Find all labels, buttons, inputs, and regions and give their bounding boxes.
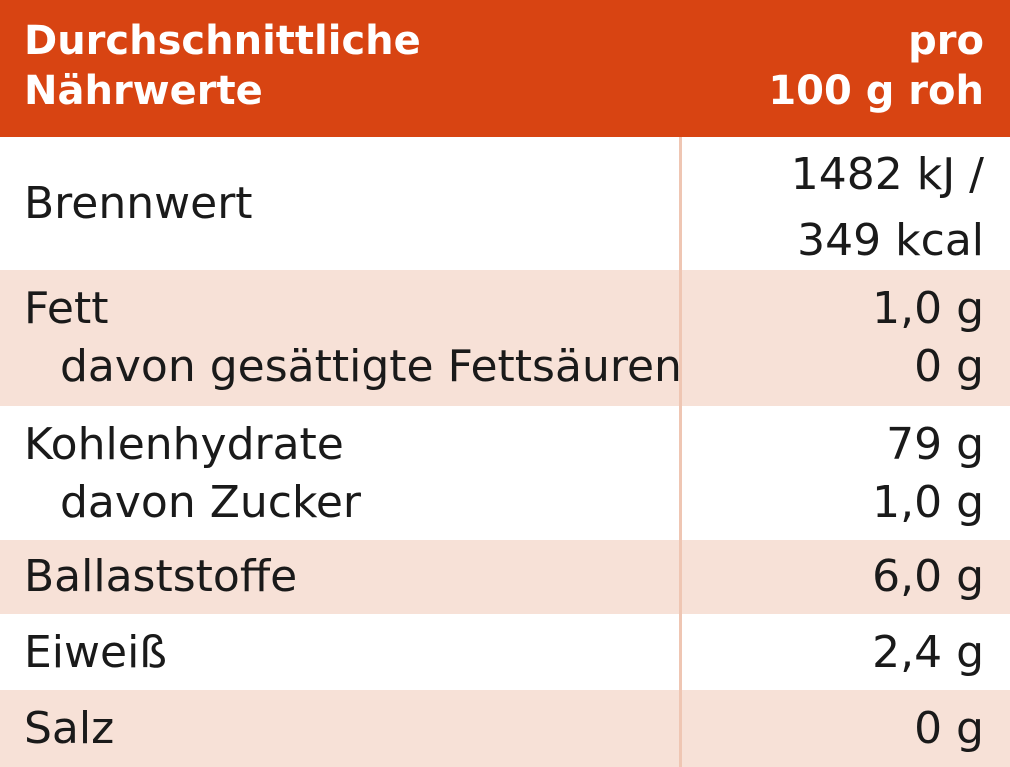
row-sub-value: 0 g	[914, 341, 984, 392]
header-title: Durchschnittliche Nährwerte	[24, 16, 421, 116]
row-label: Brennwert	[24, 178, 253, 229]
row-label-group: Kohlenhydrate davon Zucker	[24, 416, 361, 532]
row-sub-label: davon gesättigte Fettsäuren	[60, 341, 682, 392]
row-value-group: 1,0 g 0 g	[872, 280, 984, 396]
row-value: 6,0 g	[872, 551, 984, 602]
row-fett: Fett davon gesättigte Fettsäuren 1,0 g 0…	[0, 270, 1010, 406]
row-label: Eiweiß	[24, 627, 168, 678]
row-label: Fett	[24, 283, 109, 334]
row-value: 2,4 g	[872, 627, 984, 678]
table-header: Durchschnittliche Nährwerte pro 100 g ro…	[0, 0, 1010, 137]
header-title-line2: Nährwerte	[24, 68, 263, 114]
row-label-group: Fett davon gesättigte Fettsäuren	[24, 280, 682, 396]
energy-kj: 1482 kJ /	[790, 149, 984, 200]
header-unit-line1: pro	[908, 18, 984, 64]
row-sub-label: davon Zucker	[60, 477, 362, 528]
row-value: 1,0 g	[872, 283, 984, 334]
header-unit: pro 100 g roh	[768, 16, 984, 116]
row-value: 1482 kJ / 349 kcal	[791, 146, 984, 270]
row-label: Salz	[24, 703, 115, 754]
column-divider	[679, 137, 682, 767]
row-value: 0 g	[914, 703, 984, 754]
row-brennwert: Brennwert 1482 kJ / 349 kcal	[0, 137, 1010, 270]
row-salz: Salz 0 g	[0, 690, 1010, 767]
header-unit-line2: 100 g roh	[768, 68, 984, 114]
row-label: Ballaststoffe	[24, 551, 298, 602]
row-kohlenhydrate: Kohlenhydrate davon Zucker 79 g 1,0 g	[0, 406, 1010, 540]
energy-kcal: 349 kcal	[797, 215, 984, 266]
header-title-line1: Durchschnittliche	[24, 18, 421, 64]
row-value: 79 g	[886, 419, 984, 470]
row-value-group: 79 g 1,0 g	[872, 416, 984, 532]
row-sub-value: 1,0 g	[872, 477, 984, 528]
row-ballaststoffe: Ballaststoffe 6,0 g	[0, 540, 1010, 614]
row-label: Kohlenhydrate	[24, 419, 344, 470]
row-eiweiss: Eiweiß 2,4 g	[0, 614, 1010, 690]
